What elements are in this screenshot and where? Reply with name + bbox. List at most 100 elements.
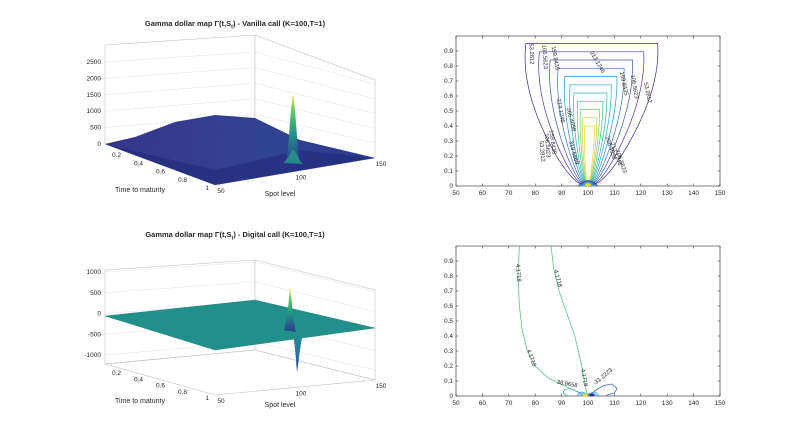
- y-tick-label: 0.6: [156, 383, 165, 390]
- y-tick-label: 0.7: [444, 78, 453, 85]
- y-tick-label: 0.5: [444, 318, 453, 325]
- z-tick-label: 500: [90, 125, 101, 132]
- y-tick-label: 0.6: [156, 169, 165, 176]
- x-tick-label: 150: [715, 400, 726, 407]
- y-tick-label: 0.8: [444, 63, 453, 70]
- y-tick-label: 0.7: [444, 288, 453, 295]
- x-tick-label: 150: [376, 161, 387, 168]
- digital-gamma-trough: [293, 334, 303, 372]
- x-tick-label: 100: [583, 190, 594, 197]
- contour-label: 159.8435: [550, 46, 560, 71]
- contour-line: [589, 383, 618, 397]
- contour-label: 213.1246: [555, 98, 565, 123]
- x-tick-label: 70: [505, 400, 513, 407]
- x-tick-label: 150: [376, 383, 387, 390]
- contour-label: 53.2812: [642, 82, 652, 104]
- contour-label: 53.2812: [538, 141, 546, 162]
- x-tick-label: 100: [296, 391, 307, 398]
- y-tick-label: 0: [449, 393, 453, 400]
- x-tick-label: 50: [452, 400, 460, 407]
- z-tick-label: 500: [90, 290, 101, 297]
- x-tick-label: 130: [662, 190, 673, 197]
- contour-line: [562, 388, 585, 397]
- contour-label: 106.5623: [540, 45, 548, 70]
- y-tick-label: 0.1: [444, 168, 453, 175]
- contour-line: [549, 59, 633, 187]
- z-tick-label: 2500: [87, 59, 102, 66]
- contour-label: 4.1718: [552, 269, 562, 288]
- z-tick-label: -500: [88, 331, 101, 338]
- chart-1-xlabel: Spot level: [265, 191, 296, 198]
- x-tick-label: 140: [688, 190, 699, 197]
- contour-label: 4.1718: [525, 349, 537, 368]
- plot-area: [455, 35, 721, 187]
- y-tick-label: 0.1: [444, 378, 453, 385]
- y-tick-label: 1: [205, 185, 209, 192]
- contour-line: [584, 125, 595, 187]
- x-tick-label: 100: [296, 175, 307, 182]
- digital-gamma-peak: [284, 288, 296, 332]
- contour-label: 106.5623: [543, 133, 551, 158]
- chart-3-ylabel: Time to maturity: [115, 398, 165, 405]
- digital-contour-plot: 50 60 70 80 90 100 110 120 130 140 150 0 0.1 0.2 0.3 0.…: [444, 245, 726, 407]
- x-tick-label: 70: [505, 190, 513, 197]
- x-tick-label: 110: [609, 400, 620, 407]
- x-tick-label: 90: [558, 190, 566, 197]
- chart-1-ylabel: Time to maturity: [115, 187, 165, 194]
- x-tick-label: 60: [479, 190, 487, 197]
- contour-line: [557, 67, 625, 187]
- y-tick-label: 0.6: [444, 93, 453, 100]
- x-tick-label: 50: [452, 190, 460, 197]
- contour-label: 38.8658: [556, 380, 578, 390]
- strike-hotspot: [582, 393, 588, 397]
- x-tick-label: 100: [583, 400, 594, 407]
- y-tick-label: 0.2: [112, 370, 121, 377]
- y-tick-label: 0.2: [112, 152, 121, 159]
- y-tick-label: 0.3: [444, 348, 453, 355]
- z-tick-label: -1000: [84, 352, 101, 359]
- vanilla-contour-plot: 50 60 70 80 90 100 110 120 130 140 150 0 0.1 0.2 0.3 0.…: [444, 35, 726, 197]
- contour-line: [582, 117, 598, 187]
- contour-line: [550, 245, 588, 397]
- contour-line: [563, 76, 618, 187]
- y-tick-label: 0.6: [444, 303, 453, 310]
- y-tick-label: 0.2: [444, 363, 453, 370]
- y-tick-label: 0.2: [444, 153, 453, 160]
- y-tick-label: 0.8: [178, 177, 187, 184]
- contour-line: [569, 84, 612, 187]
- y-tick-label: 0.3: [444, 138, 453, 145]
- x-tick-label: 80: [532, 400, 540, 407]
- contour-line: [538, 51, 645, 187]
- contour-line: [576, 100, 604, 187]
- y-tick-label: 0.4: [444, 333, 453, 340]
- y-tick-label: 0.9: [444, 48, 453, 55]
- x-tick-label: 80: [532, 190, 540, 197]
- x-tick-label: 120: [635, 400, 646, 407]
- z-tick-label: 0: [97, 141, 101, 148]
- y-tick-label: 0: [449, 183, 453, 190]
- x-tick-label: 60: [479, 400, 487, 407]
- contour-line: [524, 43, 659, 187]
- contour-label: 4.1718: [579, 369, 588, 388]
- contour-label: 159.8435: [618, 71, 629, 96]
- y-tick-label: 0.4: [134, 160, 143, 167]
- x-tick-label: 110: [609, 190, 620, 197]
- y-tick-label: 0.8: [444, 273, 453, 280]
- y-tick-label: 0.8: [178, 389, 187, 396]
- chart-1-title: Gamma dollar map Γ(t,St) - Vanilla call …: [144, 19, 326, 31]
- strike-hotspot: [585, 183, 591, 187]
- z-tick-label: 1500: [87, 92, 102, 99]
- digital-surface: [104, 299, 376, 351]
- x-tick-label: 130: [662, 400, 673, 407]
- y-tick-label: 0.4: [444, 123, 453, 130]
- x-tick-label: 120: [635, 190, 646, 197]
- contour-label: 106.5623: [629, 74, 639, 99]
- y-tick-label: 0.5: [444, 108, 453, 115]
- x-tick-label: 50: [217, 398, 225, 405]
- y-tick-label: 0.4: [134, 376, 143, 383]
- z-tick-label: 1000: [87, 108, 102, 115]
- contour-label: 4.1718: [514, 264, 522, 282]
